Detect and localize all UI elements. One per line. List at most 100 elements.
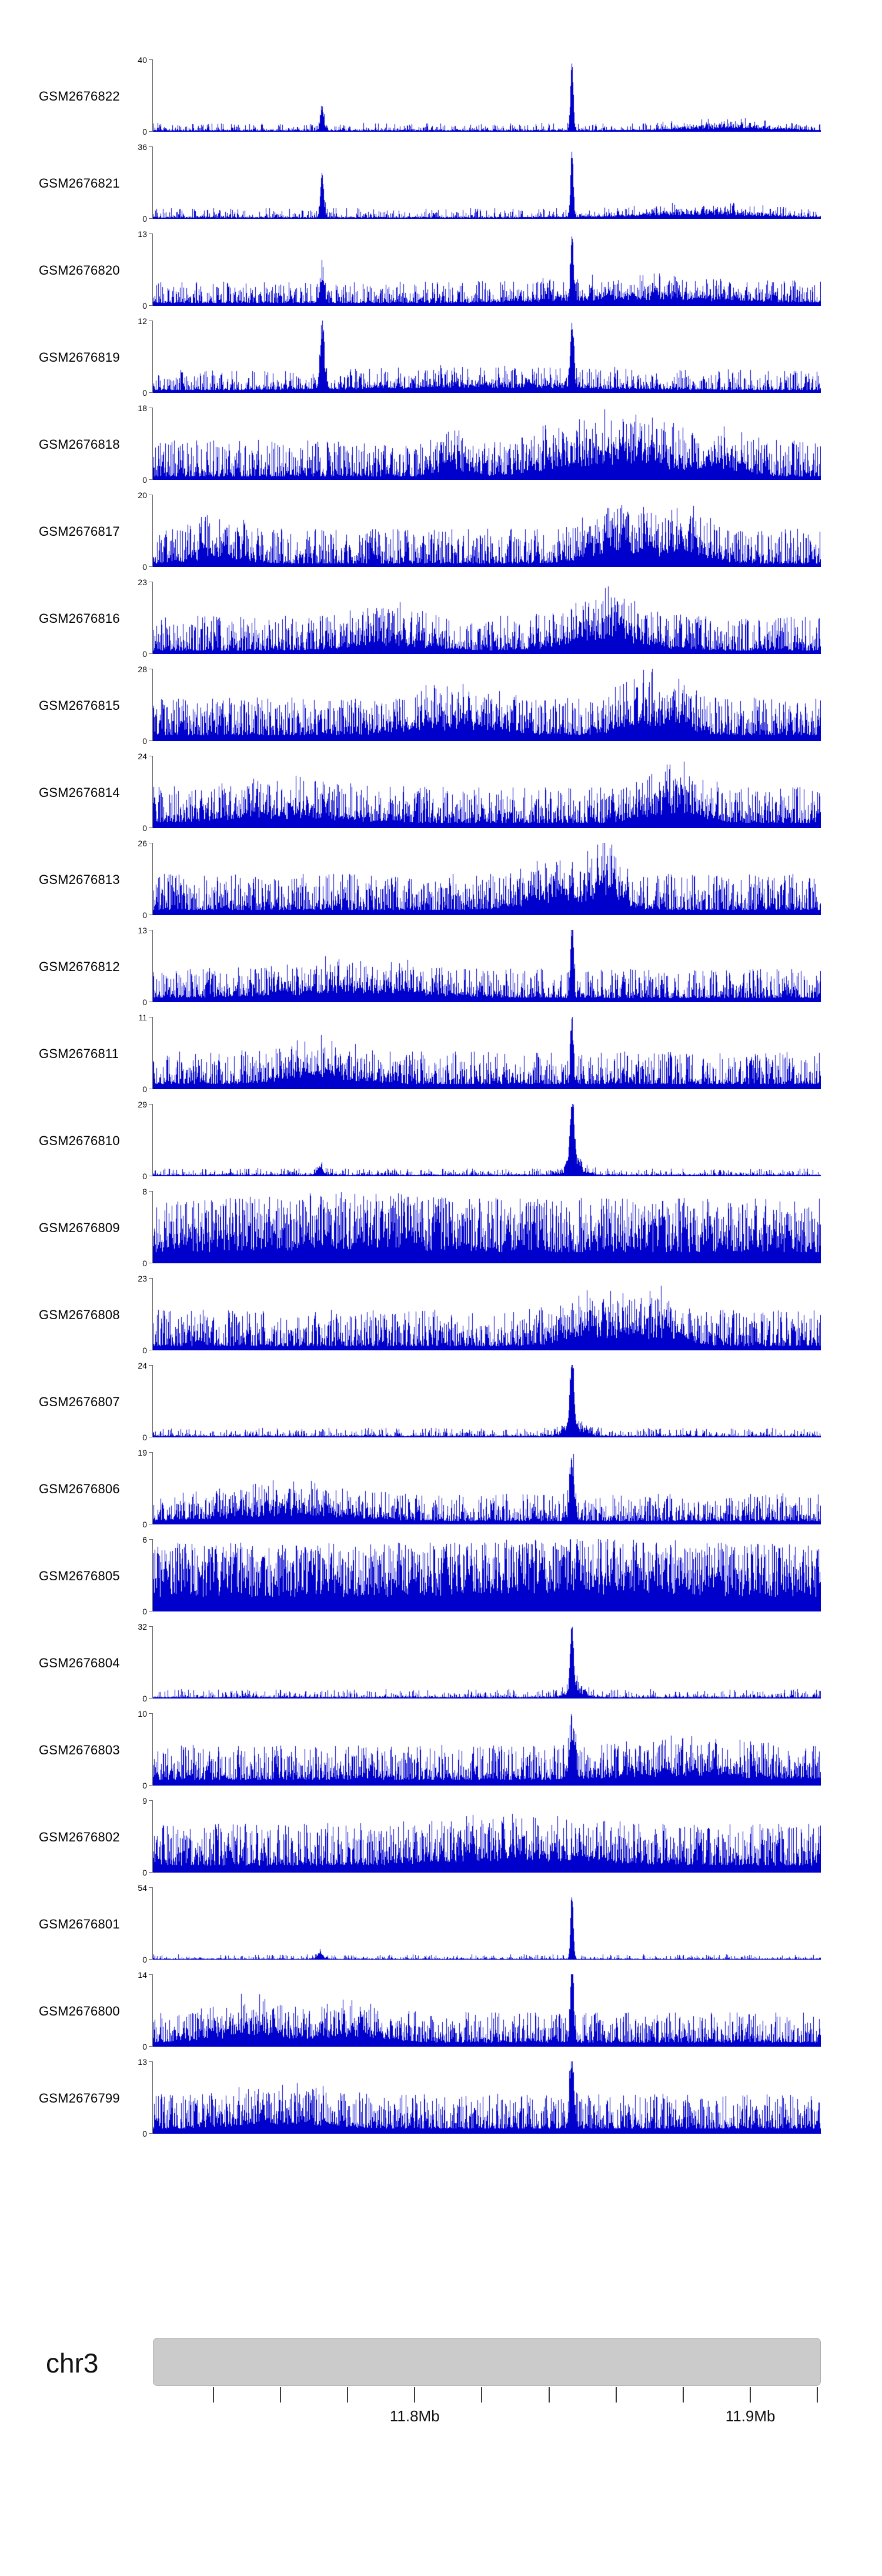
track-signal-plot (153, 1104, 821, 1176)
track-label: GSM2676808 (39, 1307, 120, 1322)
track-baseline-label: 0 (142, 1259, 147, 1268)
track-ymax-label: 10 (138, 1709, 147, 1719)
y-axis-top-tick (149, 146, 152, 147)
track-row-GSM2676821: GSM2676821 36 0 (0, 142, 882, 233)
track-signal-plot (153, 2061, 821, 2134)
track-signal-plot (153, 1626, 821, 1699)
y-axis-top-tick (149, 233, 152, 234)
signal-histogram-canvas (153, 669, 821, 741)
track-ymax-label: 24 (138, 1361, 147, 1370)
track-row-GSM2676808: GSM2676808 23 0 (0, 1274, 882, 1365)
track-label: GSM2676814 (39, 785, 120, 800)
track-ymax-label: 13 (138, 926, 147, 935)
ruler-tick (481, 2387, 483, 2403)
track-row-GSM2676806: GSM2676806 19 0 (0, 1448, 882, 1539)
y-axis-top-tick (149, 1800, 152, 1801)
signal-histogram-canvas (153, 843, 821, 915)
track-y-axis-line (152, 1626, 153, 1699)
chromosome-axis-section: chr3 11.8Mb 11.9Mb (0, 2338, 882, 2491)
track-y-axis-line (152, 2061, 153, 2134)
track-ymax-label: 19 (138, 1448, 147, 1457)
track-y-axis-line (152, 1365, 153, 1437)
track-baseline-label: 0 (142, 997, 147, 1007)
track-signal-plot (153, 1452, 821, 1524)
ruler-tick (750, 2387, 751, 2403)
track-label: GSM2676812 (39, 959, 120, 974)
track-baseline-label: 0 (142, 910, 147, 920)
track-row-GSM2676800: GSM2676800 14 0 (0, 1970, 882, 2061)
track-y-axis-line (152, 669, 153, 741)
track-label: GSM2676803 (39, 1743, 120, 1757)
track-label: GSM2676822 (39, 89, 120, 104)
track-row-GSM2676814: GSM2676814 24 0 (0, 752, 882, 843)
y-axis-top-tick (149, 1713, 152, 1714)
y-axis-top-tick (149, 1887, 152, 1888)
track-baseline-label: 0 (142, 2129, 147, 2138)
y-axis-top-tick (149, 1104, 152, 1105)
y-axis-zero-tick (149, 1959, 152, 1960)
track-baseline-label: 0 (142, 1433, 147, 1442)
track-ymax-label: 13 (138, 229, 147, 239)
track-ymax-label: 8 (142, 1187, 147, 1196)
track-y-axis-line (152, 408, 153, 480)
track-baseline-label: 0 (142, 1085, 147, 1094)
track-signal-plot (153, 930, 821, 1002)
track-ymax-label: 9 (142, 1796, 147, 1806)
signal-histogram-canvas (153, 1626, 821, 1699)
y-axis-top-tick (149, 1974, 152, 1975)
signal-histogram-canvas (153, 321, 821, 393)
track-row-GSM2676804: GSM2676804 32 0 (0, 1622, 882, 1713)
track-y-axis-line (152, 1887, 153, 1960)
track-ymax-label: 23 (138, 578, 147, 587)
ruler-tick (212, 2387, 214, 2403)
y-axis-top-tick (149, 1626, 152, 1627)
track-y-axis-line (152, 495, 153, 567)
signal-histogram-canvas (153, 1452, 821, 1524)
signal-histogram-canvas (153, 408, 821, 480)
track-ymax-label: 24 (138, 752, 147, 761)
track-label: GSM2676813 (39, 872, 120, 887)
track-baseline-label: 0 (142, 475, 147, 485)
chromosome-name-label: chr3 (46, 2348, 99, 2378)
track-label: GSM2676802 (39, 1830, 120, 1844)
track-signal-plot (153, 1278, 821, 1350)
track-ymax-label: 20 (138, 490, 147, 500)
track-label: GSM2676809 (39, 1220, 120, 1235)
signal-histogram-canvas (153, 582, 821, 654)
track-baseline-label: 0 (142, 736, 147, 746)
y-axis-zero-tick (149, 1698, 152, 1699)
y-axis-zero-tick (149, 1785, 152, 1786)
track-y-axis-line (152, 930, 153, 1002)
track-row-GSM2676817: GSM2676817 20 0 (0, 490, 882, 582)
ruler-tick (817, 2387, 818, 2403)
y-axis-zero-tick (149, 2133, 152, 2134)
ruler-tick (615, 2387, 617, 2403)
track-baseline-label: 0 (142, 1694, 147, 1703)
track-row-GSM2676801: GSM2676801 54 0 (0, 1883, 882, 1974)
track-label: GSM2676815 (39, 698, 120, 713)
y-axis-zero-tick (149, 479, 152, 480)
signal-histogram-canvas (153, 1278, 821, 1350)
y-axis-top-tick (149, 1365, 152, 1366)
signal-histogram-canvas (153, 59, 821, 132)
track-ymax-label: 18 (138, 403, 147, 413)
track-ymax-label: 29 (138, 1100, 147, 1109)
y-axis-top-tick (149, 1278, 152, 1279)
ruler-tick (279, 2387, 281, 2403)
track-baseline-label: 0 (142, 127, 147, 136)
track-row-GSM2676802: GSM2676802 9 0 (0, 1796, 882, 1887)
y-axis-zero-tick (149, 740, 152, 741)
track-row-GSM2676799: GSM2676799 13 0 (0, 2057, 882, 2148)
track-baseline-label: 0 (142, 1172, 147, 1181)
track-baseline-label: 0 (142, 214, 147, 223)
track-baseline-label: 0 (142, 388, 147, 398)
track-row-GSM2676807: GSM2676807 24 0 (0, 1361, 882, 1452)
y-axis-top-tick (149, 2061, 152, 2062)
track-ymax-label: 40 (138, 55, 147, 65)
track-y-axis-line (152, 146, 153, 219)
ruler-tick (682, 2387, 684, 2403)
signal-histogram-canvas (153, 756, 821, 828)
y-axis-zero-tick (149, 131, 152, 132)
track-row-GSM2676805: GSM2676805 6 0 (0, 1535, 882, 1626)
track-label: GSM2676799 (39, 2091, 120, 2105)
